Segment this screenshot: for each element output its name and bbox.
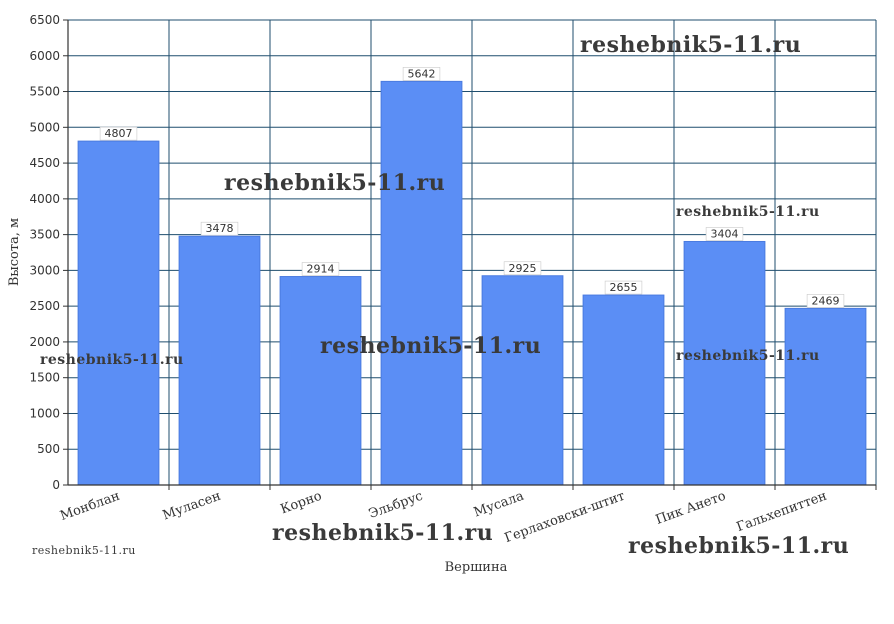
data-label: 3404 xyxy=(711,227,739,240)
y-tick-label: 3000 xyxy=(29,263,60,277)
bars xyxy=(77,80,867,486)
bar xyxy=(380,80,463,486)
y-tick-label: 5000 xyxy=(29,120,60,134)
x-tick-label: Корно xyxy=(279,489,324,518)
watermark-text: reshebnik5-11.ru xyxy=(272,520,494,546)
data-label-box xyxy=(705,227,744,241)
data-label: 2925 xyxy=(509,262,537,275)
data-label: 2914 xyxy=(307,263,335,276)
data-label-box xyxy=(402,67,441,81)
data-label-box xyxy=(200,221,239,236)
data-label-box xyxy=(604,280,643,295)
watermark-text: reshebnik5-11.ru xyxy=(676,348,820,364)
bar xyxy=(481,275,564,486)
data-labels: 4807 3478 2914 5642 2925 2655 3404 2469 xyxy=(99,67,845,308)
y-tick-label: 5500 xyxy=(29,85,60,99)
watermark-text: reshebnik5-11.ru xyxy=(628,533,850,559)
y-tick-label: 4000 xyxy=(29,192,60,206)
x-tick-label: Муласен xyxy=(161,489,223,524)
data-label: 3478 xyxy=(206,222,234,235)
x-tick-label: Гальхепиттен xyxy=(735,489,829,536)
data-label-box xyxy=(99,126,138,141)
y-tick-label: 2500 xyxy=(29,299,60,313)
data-label: 2655 xyxy=(610,281,638,294)
data-label: 5642 xyxy=(408,67,436,80)
x-tick-label: Эльбрус xyxy=(367,489,425,522)
y-axis-title: Высота, м xyxy=(7,218,22,286)
data-label-box xyxy=(503,261,542,276)
x-axis-title: Вершина xyxy=(445,560,508,575)
watermark-text: reshebnik5-11.ru xyxy=(32,544,136,557)
x-tick-label: Пик Ането xyxy=(654,489,728,528)
watermark-text: reshebnik5-11.ru xyxy=(40,352,184,368)
watermark-text: reshebnik5-11.ru xyxy=(320,333,542,359)
y-tick-label: 500 xyxy=(37,442,60,456)
y-tick-label: 2000 xyxy=(29,335,60,349)
data-label-box xyxy=(301,262,340,276)
x-tick-label: Монблан xyxy=(58,489,122,524)
watermark-text: reshebnik5-11.ru xyxy=(580,32,802,58)
y-tick-label: 6000 xyxy=(29,49,60,63)
bar xyxy=(279,276,362,486)
data-label: 2469 xyxy=(812,294,840,307)
bar xyxy=(582,294,665,486)
bar xyxy=(178,235,261,486)
y-tick-label: 0 xyxy=(52,478,60,492)
watermark-text: reshebnik5-11.ru xyxy=(676,204,820,220)
data-label: 4807 xyxy=(105,127,133,140)
watermark-text: reshebnik5-11.ru xyxy=(224,170,446,196)
x-tick-label: Мусала xyxy=(472,489,526,521)
bar xyxy=(683,240,766,486)
y-tick-label: 1500 xyxy=(29,371,60,385)
y-tick-label: 3500 xyxy=(29,228,60,242)
data-label-box xyxy=(806,294,845,308)
y-tick-label: 1000 xyxy=(29,406,60,420)
bar xyxy=(77,140,160,486)
bar xyxy=(784,307,867,486)
y-tick-label: 4500 xyxy=(29,156,60,170)
y-tick-label: 6500 xyxy=(29,13,60,27)
